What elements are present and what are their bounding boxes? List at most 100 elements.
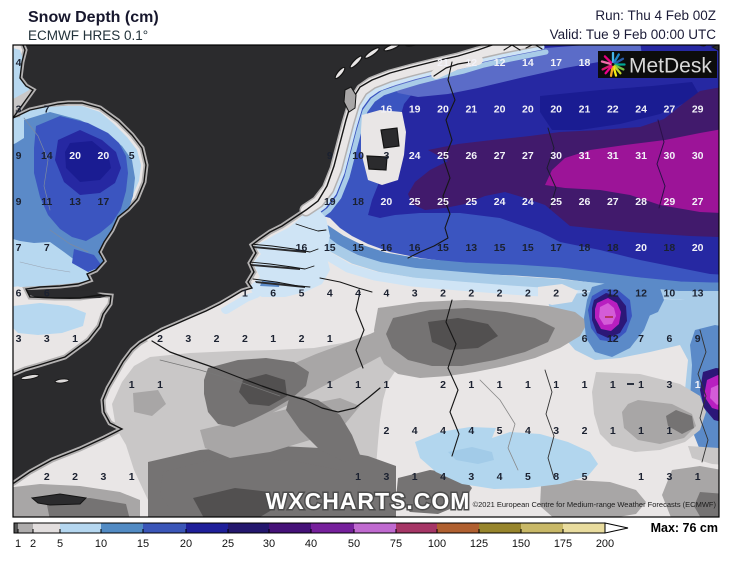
svg-text:31: 31 [607, 150, 619, 162]
svg-text:15: 15 [352, 242, 364, 254]
svg-text:1: 1 [553, 379, 559, 391]
svg-text:25: 25 [437, 196, 449, 208]
svg-text:20: 20 [550, 103, 562, 115]
svg-text:2: 2 [440, 287, 446, 299]
svg-text:7: 7 [638, 333, 644, 345]
svg-text:2: 2 [157, 333, 163, 345]
svg-text:125: 125 [470, 538, 488, 550]
svg-text:6: 6 [582, 333, 588, 345]
svg-text:24: 24 [409, 150, 421, 162]
svg-text:13: 13 [692, 287, 704, 299]
svg-text:9: 9 [695, 333, 701, 345]
svg-text:25: 25 [409, 196, 421, 208]
svg-text:28: 28 [635, 196, 647, 208]
svg-text:6: 6 [270, 287, 276, 299]
svg-text:4: 4 [440, 425, 446, 437]
svg-text:20: 20 [437, 103, 449, 115]
svg-text:1: 1 [157, 379, 163, 391]
svg-text:ECMWF HRES 0.1°: ECMWF HRES 0.1° [28, 28, 148, 43]
svg-text:1: 1 [638, 471, 644, 483]
svg-text:200: 200 [596, 538, 614, 550]
svg-text:3: 3 [553, 425, 559, 437]
svg-text:5: 5 [582, 471, 588, 483]
svg-text:20: 20 [381, 196, 393, 208]
svg-text:2: 2 [72, 471, 78, 483]
svg-text:Valid: Tue 9 Feb 00:00 UTC: Valid: Tue 9 Feb 00:00 UTC [550, 27, 717, 42]
svg-text:2: 2 [582, 425, 588, 437]
svg-text:20: 20 [692, 242, 704, 254]
svg-text:26: 26 [579, 196, 591, 208]
svg-text:1: 1 [468, 379, 474, 391]
svg-text:7: 7 [16, 242, 22, 254]
svg-text:1: 1 [638, 379, 644, 391]
svg-text:20: 20 [98, 150, 110, 162]
svg-text:16: 16 [409, 242, 421, 254]
svg-text:25: 25 [222, 538, 234, 550]
svg-text:2: 2 [299, 333, 305, 345]
svg-text:10: 10 [352, 150, 364, 162]
svg-text:24: 24 [522, 196, 534, 208]
svg-text:16: 16 [381, 242, 393, 254]
svg-text:8: 8 [553, 471, 559, 483]
svg-text:75: 75 [390, 538, 402, 550]
svg-text:3: 3 [666, 379, 672, 391]
svg-text:21: 21 [579, 103, 591, 115]
svg-text:1: 1 [525, 379, 531, 391]
svg-text:4: 4 [525, 425, 531, 437]
svg-text:31: 31 [635, 150, 647, 162]
svg-text:Snow Depth (cm): Snow Depth (cm) [28, 9, 159, 26]
svg-text:20: 20 [494, 103, 506, 115]
svg-text:5: 5 [299, 287, 305, 299]
svg-text:30: 30 [692, 150, 704, 162]
svg-text:4: 4 [440, 471, 446, 483]
svg-text:1: 1 [242, 287, 248, 299]
svg-text:2: 2 [214, 333, 220, 345]
svg-text:12: 12 [465, 57, 477, 69]
svg-text:31: 31 [579, 150, 591, 162]
svg-text:6: 6 [666, 333, 672, 345]
svg-text:2: 2 [30, 538, 36, 550]
svg-text:19: 19 [409, 103, 421, 115]
svg-text:2: 2 [553, 287, 559, 299]
svg-text:3: 3 [412, 287, 418, 299]
svg-text:24: 24 [635, 103, 647, 115]
svg-text:26: 26 [465, 150, 477, 162]
svg-text:4: 4 [383, 287, 389, 299]
svg-text:1: 1 [355, 471, 361, 483]
svg-text:21: 21 [465, 103, 477, 115]
svg-text:3: 3 [383, 471, 389, 483]
svg-text:27: 27 [664, 103, 676, 115]
svg-text:1: 1 [582, 379, 588, 391]
svg-text:25: 25 [465, 196, 477, 208]
svg-text:9: 9 [16, 196, 22, 208]
svg-text:12: 12 [607, 333, 619, 345]
svg-text:12: 12 [635, 287, 647, 299]
svg-text:30: 30 [664, 150, 676, 162]
svg-text:3: 3 [44, 333, 50, 345]
svg-text:16: 16 [381, 103, 393, 115]
svg-text:10: 10 [95, 538, 107, 550]
svg-text:27: 27 [494, 150, 506, 162]
svg-text:10: 10 [664, 287, 676, 299]
svg-text:4: 4 [355, 287, 361, 299]
svg-text:1: 1 [355, 379, 361, 391]
svg-text:15: 15 [522, 242, 534, 254]
svg-text:5: 5 [525, 471, 531, 483]
svg-text:1: 1 [15, 538, 21, 550]
svg-text:1: 1 [129, 379, 135, 391]
svg-text:Run: Thu 4 Feb 00Z: Run: Thu 4 Feb 00Z [595, 8, 716, 23]
svg-text:27: 27 [692, 196, 704, 208]
svg-text:5: 5 [497, 425, 503, 437]
svg-text:5: 5 [57, 538, 63, 550]
svg-text:1: 1 [638, 425, 644, 437]
svg-text:13: 13 [465, 242, 477, 254]
svg-text:2: 2 [440, 379, 446, 391]
svg-text:25: 25 [437, 150, 449, 162]
svg-text:3: 3 [16, 333, 22, 345]
svg-text:2: 2 [44, 471, 50, 483]
svg-text:WXCHARTS.COM: WXCHARTS.COM [266, 488, 471, 514]
svg-text:2: 2 [383, 425, 389, 437]
svg-text:©2021 European Centre for Medi: ©2021 European Centre for Medium-range W… [473, 500, 717, 509]
svg-text:29: 29 [664, 196, 676, 208]
svg-text:18: 18 [579, 57, 591, 69]
